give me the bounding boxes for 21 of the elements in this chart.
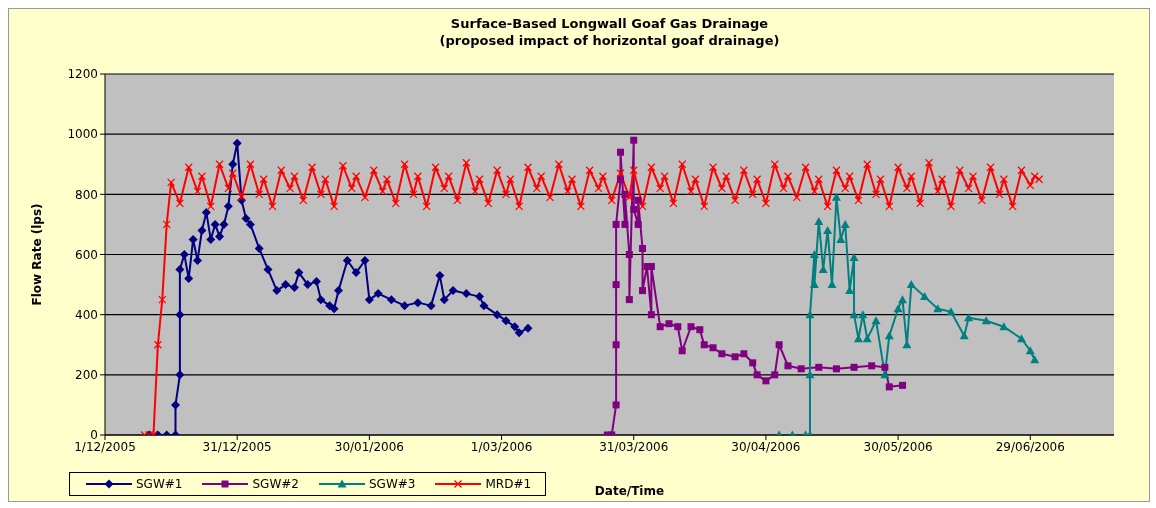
legend-label: SGW#3 (368, 477, 416, 491)
legend-label: MRD#1 (485, 477, 532, 491)
x-tick-label: 31/03/2006 (599, 439, 669, 454)
legend-label: SGW#1 (136, 477, 183, 491)
y-tick-label: 1000 (67, 127, 98, 142)
x-tick-label: 30/01/2006 (334, 439, 404, 454)
y-tick-label: 600 (75, 247, 98, 262)
x-tick-label: 31/12/2005 (202, 439, 272, 454)
y-tick-label: 200 (75, 368, 98, 383)
y-tick-label: 800 (75, 187, 98, 202)
y-tick-label: 1200 (67, 67, 98, 82)
y-tick-label: 400 (75, 307, 98, 322)
legend-label: SGW#2 (252, 477, 299, 491)
y-axis-title: Flow Rate (lps) (30, 203, 45, 306)
chart-title: Surface-Based Longwall Goaf Gas Drainage (449, 15, 770, 32)
x-axis-title: Date/Time (594, 484, 665, 498)
x-tick-label: 30/05/2006 (863, 439, 933, 454)
x-tick-label: 1/03/2006 (470, 439, 533, 454)
chart-subtitle: (proposed impact of horizontal goaf drainage) (438, 32, 781, 49)
x-tick-label: 29/06/2006 (995, 439, 1065, 454)
x-tick-label: 30/04/2006 (731, 439, 801, 454)
